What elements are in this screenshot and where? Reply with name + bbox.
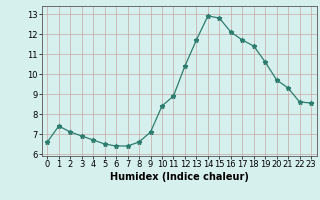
X-axis label: Humidex (Indice chaleur): Humidex (Indice chaleur) (110, 172, 249, 182)
